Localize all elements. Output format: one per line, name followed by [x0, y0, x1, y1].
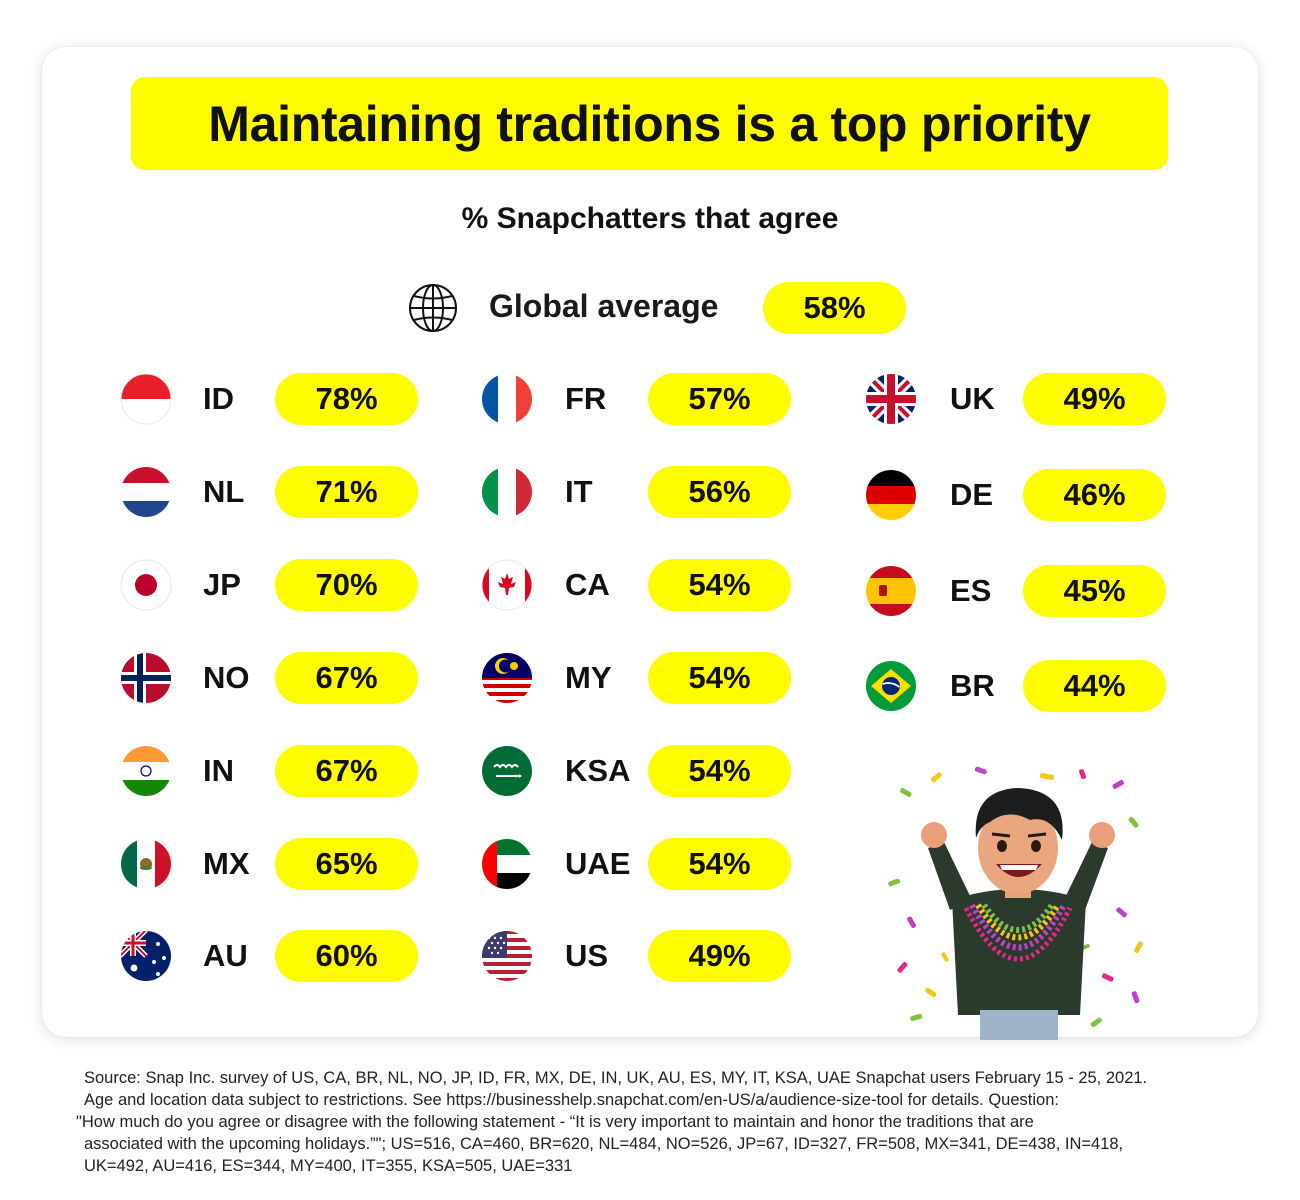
flag-nl-icon: [121, 467, 171, 517]
country-code: ES: [950, 573, 992, 608]
country-value: 65%: [275, 838, 418, 890]
country-value: 54%: [648, 652, 791, 704]
country-code: NL: [203, 474, 245, 509]
footnote-line: "How much do you agree or disagree with …: [76, 1113, 1034, 1131]
country-value: 57%: [648, 373, 791, 425]
country-code: FR: [565, 381, 607, 416]
country-code: US: [565, 938, 609, 973]
country-code: AU: [203, 938, 248, 973]
country-value: 67%: [275, 652, 418, 704]
flag-ksa-icon: [482, 746, 532, 796]
country-code: ID: [203, 381, 234, 416]
country-value: 54%: [648, 838, 791, 890]
flag-uk-icon: [866, 374, 916, 424]
flag-in-icon: [121, 746, 171, 796]
country-value: 49%: [1023, 373, 1166, 425]
flag-de-icon: [866, 470, 916, 520]
country-value: 54%: [648, 559, 791, 611]
flag-mx-icon: [121, 839, 171, 889]
footnote-line: associated with the upcoming holidays.”"…: [84, 1135, 1124, 1153]
source-footnote: Source: Snap Inc. survey of US, CA, BR, …: [72, 1067, 1252, 1177]
country-value: 70%: [275, 559, 418, 611]
footnote-line: Source: Snap Inc. survey of US, CA, BR, …: [84, 1069, 1148, 1087]
country-value: 56%: [648, 466, 791, 518]
flag-my-icon: [482, 653, 532, 703]
country-code: JP: [203, 567, 241, 602]
flag-uae-icon: [482, 839, 532, 889]
flag-no-icon: [121, 653, 171, 703]
country-value: 71%: [275, 466, 418, 518]
country-value: 46%: [1023, 469, 1166, 521]
country-value: 78%: [275, 373, 418, 425]
global-average-value: 58%: [763, 282, 906, 334]
country-code: IT: [565, 474, 593, 509]
country-value: 45%: [1023, 565, 1166, 617]
title-banner: Maintaining traditions is a top priority: [131, 77, 1168, 170]
country-value: 54%: [648, 745, 791, 797]
flag-au-icon: [121, 931, 171, 981]
flag-fr-icon: [482, 374, 532, 424]
country-value: 67%: [275, 745, 418, 797]
flag-es-icon: [866, 566, 916, 616]
country-code: MY: [565, 660, 612, 695]
global-average-label: Global average: [489, 288, 719, 324]
country-value: 44%: [1023, 660, 1166, 712]
flag-ca-icon: [481, 559, 533, 611]
country-code: IN: [203, 753, 234, 788]
country-code: KSA: [565, 753, 631, 788]
celebrating-bitmoji-illustration: [888, 766, 1143, 1040]
flag-id-icon: [120, 373, 172, 425]
chart-subtitle: % Snapchatters that agree: [461, 202, 839, 235]
flag-br-icon: [866, 661, 916, 711]
country-code: DE: [950, 477, 994, 512]
footnote-line: Age and location data subject to restric…: [84, 1091, 1059, 1109]
page-title: Maintaining traditions is a top priority: [208, 95, 1091, 152]
country-code: UK: [950, 381, 995, 416]
flag-jp-icon: [120, 559, 172, 611]
flag-us-icon: [482, 931, 532, 981]
flag-it-icon: [482, 467, 532, 517]
country-value: 49%: [648, 930, 791, 982]
country-code: MX: [203, 846, 250, 881]
country-value: 60%: [275, 930, 418, 982]
globe-icon: [409, 284, 457, 332]
country-code: NO: [203, 660, 250, 695]
footnote-line: UK=492, AU=416, ES=344, MY=400, IT=355, …: [84, 1157, 573, 1175]
country-code: CA: [565, 567, 610, 602]
country-code: UAE: [565, 846, 631, 881]
country-code: BR: [950, 668, 995, 703]
